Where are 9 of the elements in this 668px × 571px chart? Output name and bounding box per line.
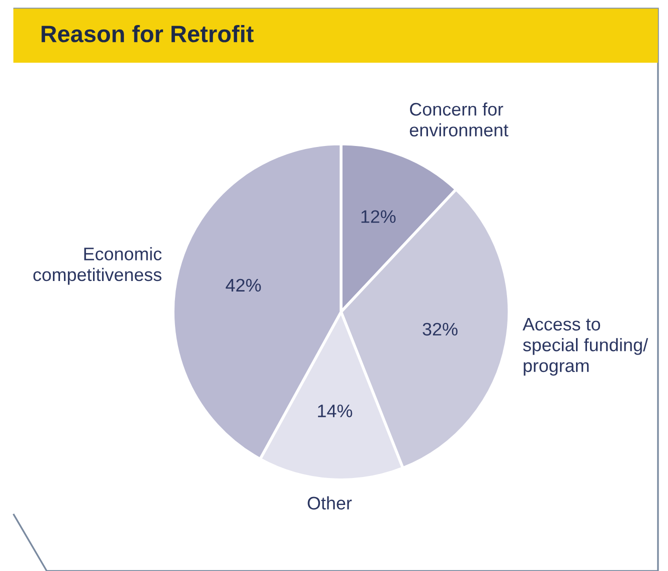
- data-label: 14%: [318, 404, 352, 418]
- slice-label: Access to special funding/ program: [522, 318, 648, 376]
- data-label: 32%: [422, 322, 458, 336]
- slice-label: Other: [308, 496, 352, 510]
- slice-label: Concern for environment: [410, 102, 508, 136]
- data-label: 12%: [361, 210, 396, 223]
- slice-label: Economic competitiveness: [33, 247, 162, 285]
- data-label: 42%: [226, 278, 261, 292]
- chart-title: Reason for Retrofit: [42, 24, 254, 42]
